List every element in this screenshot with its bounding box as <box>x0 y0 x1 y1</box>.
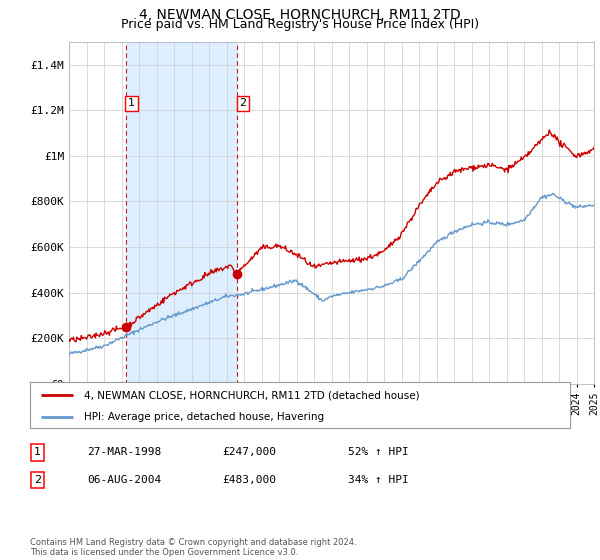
Text: 34% ↑ HPI: 34% ↑ HPI <box>348 475 409 485</box>
Text: 1: 1 <box>34 447 41 458</box>
Text: 52% ↑ HPI: 52% ↑ HPI <box>348 447 409 458</box>
Text: 4, NEWMAN CLOSE, HORNCHURCH, RM11 2TD (detached house): 4, NEWMAN CLOSE, HORNCHURCH, RM11 2TD (d… <box>84 390 419 400</box>
Bar <box>125 42 237 384</box>
Text: 1: 1 <box>128 99 135 109</box>
Text: 2: 2 <box>239 99 247 109</box>
Text: HPI: Average price, detached house, Havering: HPI: Average price, detached house, Have… <box>84 412 324 422</box>
Text: 4, NEWMAN CLOSE, HORNCHURCH, RM11 2TD: 4, NEWMAN CLOSE, HORNCHURCH, RM11 2TD <box>139 8 461 22</box>
Text: 2: 2 <box>34 475 41 485</box>
Text: 06-AUG-2004: 06-AUG-2004 <box>87 475 161 485</box>
Text: 27-MAR-1998: 27-MAR-1998 <box>87 447 161 458</box>
Text: Price paid vs. HM Land Registry's House Price Index (HPI): Price paid vs. HM Land Registry's House … <box>121 18 479 31</box>
Text: £247,000: £247,000 <box>222 447 276 458</box>
Text: £483,000: £483,000 <box>222 475 276 485</box>
Text: Contains HM Land Registry data © Crown copyright and database right 2024.
This d: Contains HM Land Registry data © Crown c… <box>30 538 356 557</box>
